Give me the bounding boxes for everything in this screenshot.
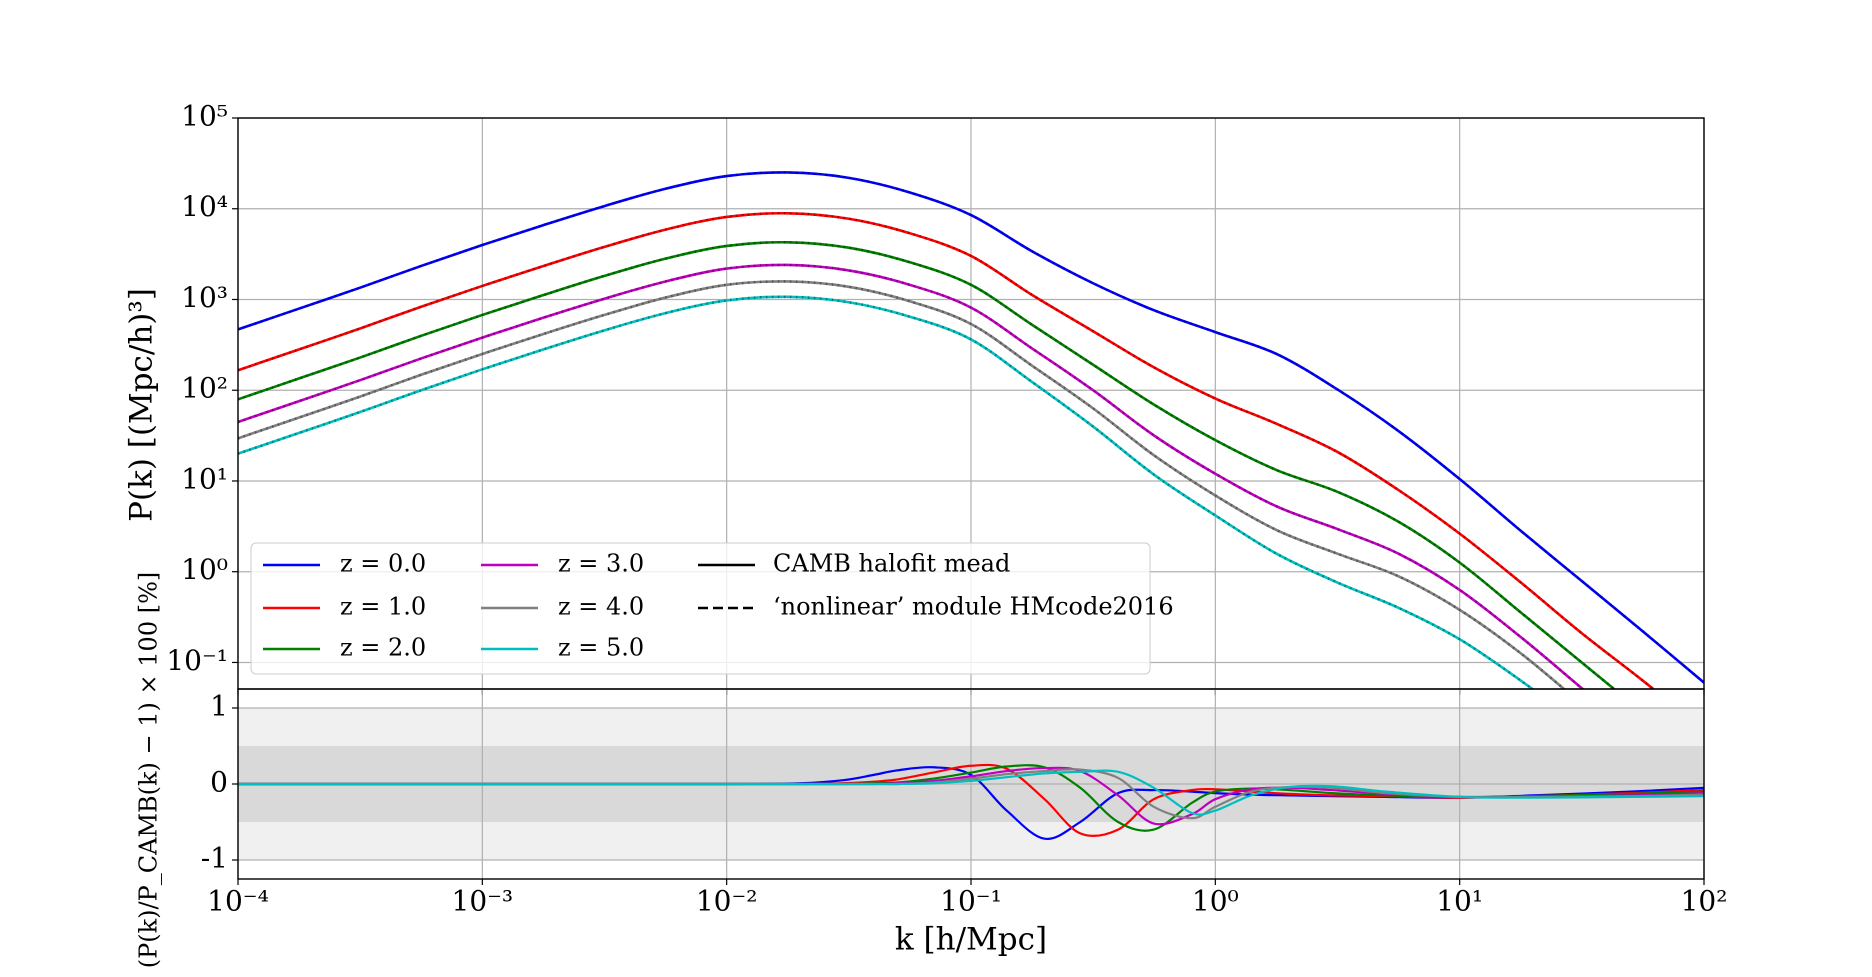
series-dots [238, 295, 1535, 689]
series-dots [238, 240, 1617, 689]
series-line [238, 240, 1617, 689]
x-tick-label: 10⁻⁴ [207, 885, 269, 918]
legend-label: z = 2.0 [340, 634, 426, 662]
series-line [238, 263, 1585, 689]
x-tick-label: 10⁻² [696, 885, 758, 918]
y-tick-label: 10¹ [181, 462, 228, 495]
y-tick-label: -1 [201, 842, 228, 875]
axes-frame [237, 688, 1705, 880]
x-tick-label: 10⁰ [1192, 885, 1239, 918]
x-tick-label: 10² [1681, 885, 1728, 918]
legend-label: ‘nonlinear’ module HMcode2016 [773, 593, 1174, 621]
series-dots [238, 280, 1567, 689]
y-tick-label: 1 [210, 690, 228, 723]
x-tick-label: 10¹ [1436, 885, 1483, 918]
legend-label: z = 3.0 [558, 550, 644, 578]
x-tick-label: 10⁻³ [452, 885, 514, 918]
y-axis-label: (P(k)/P_CAMB(k) − 1) × 100 [%] [135, 572, 163, 969]
y-tick-label: 10⁻¹ [166, 644, 228, 677]
legend-label: z = 4.0 [558, 593, 644, 621]
series-line [238, 171, 1704, 684]
legend-label: z = 5.0 [558, 634, 644, 662]
y-tick-label: 10⁵ [181, 100, 228, 133]
legend: z = 0.0 z = 1.0 z = 2.0 z = 3.0 z = 4.0 z = 5… [250, 542, 1174, 675]
series-dots [238, 171, 1704, 684]
bottom-panel: 10⁻⁴ 10⁻³ 10⁻² 10⁻¹ 10⁰ 10¹ 10² -1 0 1 [201, 688, 1728, 918]
y-tick-label: 10⁰ [181, 553, 228, 586]
series-line [238, 280, 1567, 689]
legend-label: z = 1.0 [340, 593, 426, 621]
x-tick-label: 10⁻¹ [940, 885, 1002, 918]
y-tick-label: 10² [181, 372, 228, 405]
y-tick-label: 10³ [181, 281, 228, 314]
y-axis-label: P(k) [(Mpc/h)³] [124, 288, 160, 522]
series-dots [238, 211, 1656, 689]
y-tick-label: 10⁴ [181, 190, 228, 223]
series-dots [238, 263, 1585, 689]
legend-label: CAMB halofit mead [773, 550, 1010, 578]
series-line [238, 211, 1656, 689]
legend-label: z = 0.0 [340, 550, 426, 578]
y-tick-label: 0 [210, 766, 228, 799]
series-line [238, 295, 1535, 689]
x-axis-label: k [h/Mpc] [895, 922, 1047, 958]
series-line [238, 769, 1704, 816]
